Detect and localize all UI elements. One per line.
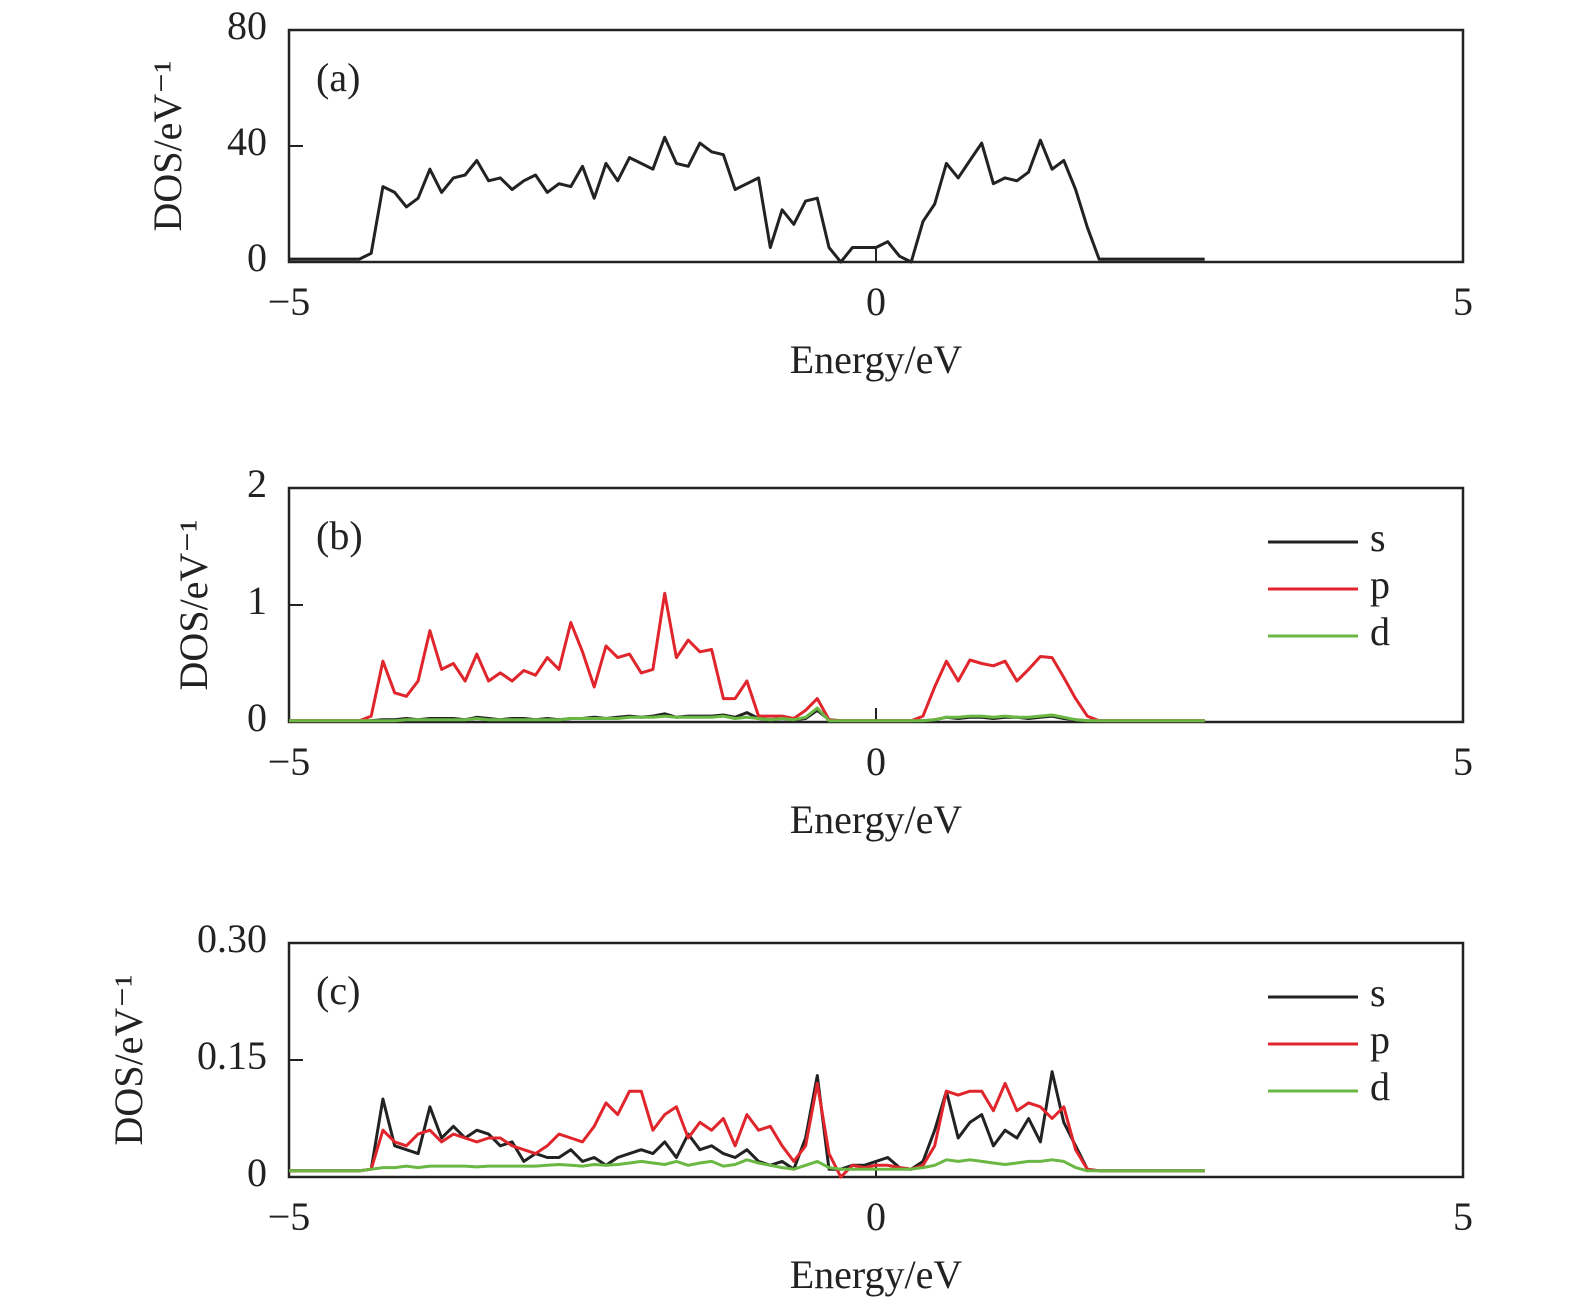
y-tick-label: 0 — [247, 235, 267, 280]
data-line — [289, 135, 1205, 264]
legend-label: s — [1370, 515, 1386, 560]
plot-frame — [287, 486, 1465, 724]
data-line — [289, 591, 1205, 723]
y-tick-label: 0 — [247, 1150, 267, 1195]
y-tick-label: 0.30 — [197, 916, 267, 961]
panel-label: (c) — [316, 968, 360, 1013]
data-line — [289, 1158, 1205, 1173]
legend-label: d — [1370, 1064, 1390, 1109]
x-axis-label: Energy/eV — [790, 797, 963, 842]
x-tick-label: 0 — [866, 1194, 886, 1239]
data-line — [289, 1070, 1205, 1173]
x-axis-label: Energy/eV — [790, 337, 963, 382]
y-tick-label: 0.15 — [197, 1033, 267, 1078]
y-tick-label: 80 — [227, 3, 267, 48]
legend-label: p — [1370, 1017, 1390, 1062]
y-tick-label: 2 — [247, 461, 267, 506]
legend-label: p — [1370, 562, 1390, 607]
data-line — [289, 706, 1205, 723]
y-axis-label: DOS/eV⁻¹ — [171, 520, 216, 691]
x-tick-label: −5 — [268, 739, 311, 784]
x-tick-label: 5 — [1453, 279, 1473, 324]
y-axis-label: DOS/eV⁻¹ — [145, 61, 190, 232]
x-axis-label: Energy/eV — [790, 1252, 963, 1297]
plot-frame — [287, 28, 1465, 264]
y-tick-label: 0 — [247, 695, 267, 740]
legend-label: s — [1370, 970, 1386, 1015]
panel-label: (b) — [316, 513, 363, 558]
legend-label: d — [1370, 609, 1390, 654]
data-line — [289, 1081, 1205, 1179]
x-tick-label: −5 — [268, 1194, 311, 1239]
x-tick-label: 0 — [866, 279, 886, 324]
panel-label: (a) — [316, 55, 360, 100]
y-tick-label: 40 — [227, 119, 267, 164]
plot-frame — [287, 941, 1465, 1179]
x-tick-label: 5 — [1453, 739, 1473, 784]
x-tick-label: −5 — [268, 279, 311, 324]
y-axis-label: DOS/eV⁻¹ — [106, 975, 151, 1146]
x-tick-label: 5 — [1453, 1194, 1473, 1239]
y-tick-label: 1 — [247, 578, 267, 623]
x-tick-label: 0 — [866, 739, 886, 784]
